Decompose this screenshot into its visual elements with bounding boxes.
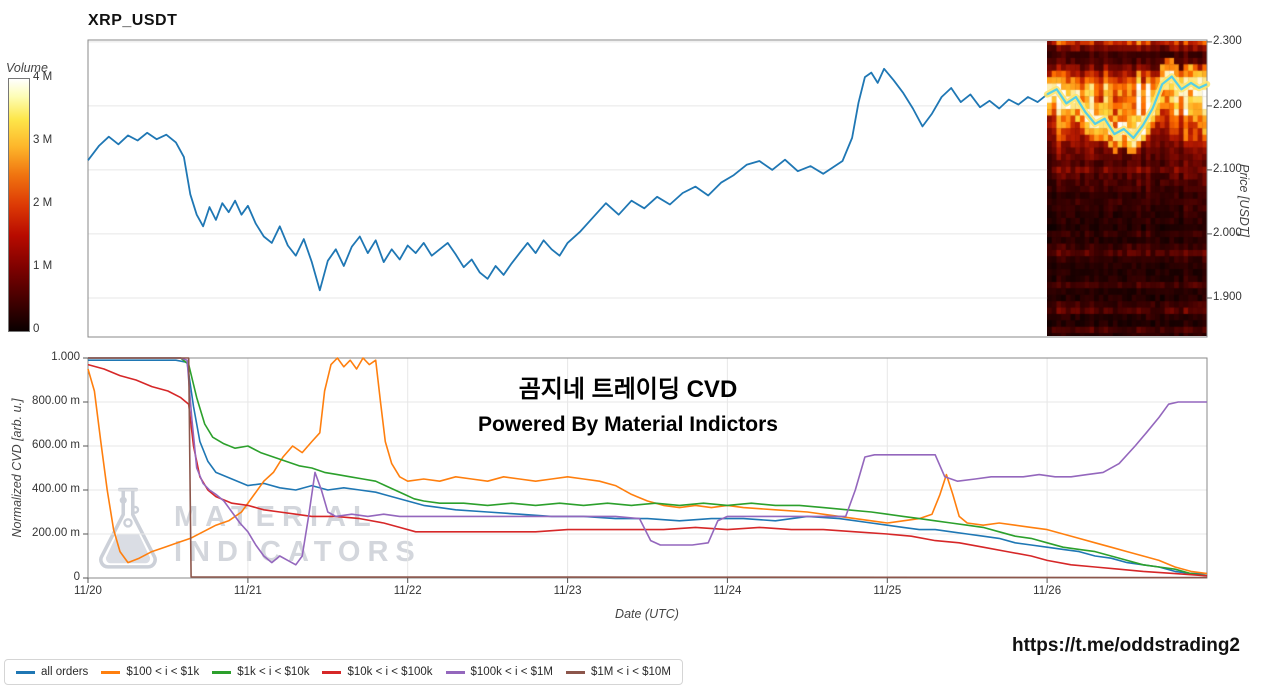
volume-colorbar-label: Volume bbox=[6, 61, 48, 75]
legend-item: all orders bbox=[16, 666, 88, 678]
date-axis-label: Date (UTC) bbox=[615, 607, 679, 621]
price-tick-label: 2.000 bbox=[1213, 226, 1242, 239]
watermark-text-line1: MATERIAL bbox=[174, 501, 378, 533]
volume-tick-label: 0 bbox=[33, 323, 40, 335]
legend-item: $100k < i < $1M bbox=[445, 666, 553, 678]
date-tick-label: 11/25 bbox=[873, 585, 902, 597]
legend-label: $1k < i < $10k bbox=[237, 666, 310, 678]
volume-tick-label: 4 M bbox=[33, 71, 53, 83]
price-tick-label: 1.900 bbox=[1213, 290, 1242, 303]
volume-tick-label: 3 M bbox=[33, 134, 53, 146]
telegram-url: https://t.me/oddstrading2 bbox=[1012, 635, 1240, 656]
legend-label: $100k < i < $1M bbox=[470, 666, 553, 678]
price-axis-label: Price [USDT] bbox=[1237, 163, 1251, 237]
page-title: XRP_USDT bbox=[88, 12, 178, 29]
volume-tick-label: 2 M bbox=[33, 197, 53, 209]
flask-icon bbox=[99, 487, 157, 569]
price-tick-label: 2.100 bbox=[1213, 162, 1242, 175]
legend-label: $100 < i < $1k bbox=[126, 666, 200, 678]
cvd-ytick-label: 200.00 m bbox=[32, 527, 80, 539]
cvd-ytick-label: 400.00 m bbox=[32, 483, 80, 495]
legend-swatch bbox=[212, 670, 232, 674]
date-tick-label: 11/23 bbox=[553, 585, 582, 597]
cvd-ytick-label: 600.00 m bbox=[32, 439, 80, 451]
legend: all orders $100 < i < $1k $1k < i < $10k $1… bbox=[4, 659, 683, 685]
legend-item: $1M < i < $10M bbox=[566, 666, 671, 678]
date-tick-label: 11/26 bbox=[1033, 585, 1062, 597]
legend-item: $1k < i < $10k bbox=[212, 666, 309, 678]
volume-colorbar bbox=[8, 78, 30, 332]
cvd-ytick-label: 1.000 bbox=[51, 351, 80, 363]
legend-swatch bbox=[16, 670, 35, 674]
legend-swatch bbox=[445, 670, 465, 674]
volume-tick-label: 1 M bbox=[33, 260, 53, 272]
date-tick-label: 11/24 bbox=[713, 585, 742, 597]
date-tick-label: 11/20 bbox=[74, 585, 102, 597]
legend-swatch bbox=[101, 670, 121, 674]
legend-item: $10k < i < $100k bbox=[322, 666, 433, 678]
overlay-title: 곰지네 트레이딩 CVD bbox=[518, 376, 738, 403]
watermark-text-line2: INDICATORS bbox=[174, 536, 422, 568]
legend-label: $10k < i < $100k bbox=[347, 666, 433, 678]
cvd-ytick-label: 800.00 m bbox=[32, 395, 80, 407]
watermark: MATERIAL INDICATORS bbox=[92, 486, 422, 574]
date-tick-label: 11/21 bbox=[233, 585, 262, 597]
date-tick-label: 11/22 bbox=[393, 585, 422, 597]
legend-item: $100 < i < $1k bbox=[101, 666, 199, 678]
cvd-ytick-label: 0 bbox=[73, 571, 80, 583]
overlay-caption: 곰지네 트레이딩 CVD Powered By Material Indicto… bbox=[328, 369, 928, 437]
overlay-subtitle: Powered By Material Indictors bbox=[478, 413, 778, 436]
liquidity-heatmap bbox=[1047, 41, 1207, 336]
legend-swatch bbox=[566, 670, 585, 674]
legend-label: $1M < i < $10M bbox=[591, 666, 671, 678]
legend-label: all orders bbox=[41, 666, 89, 678]
price-tick-label: 2.300 bbox=[1213, 34, 1242, 47]
price-tick-label: 2.200 bbox=[1213, 98, 1242, 111]
legend-swatch bbox=[322, 670, 342, 674]
